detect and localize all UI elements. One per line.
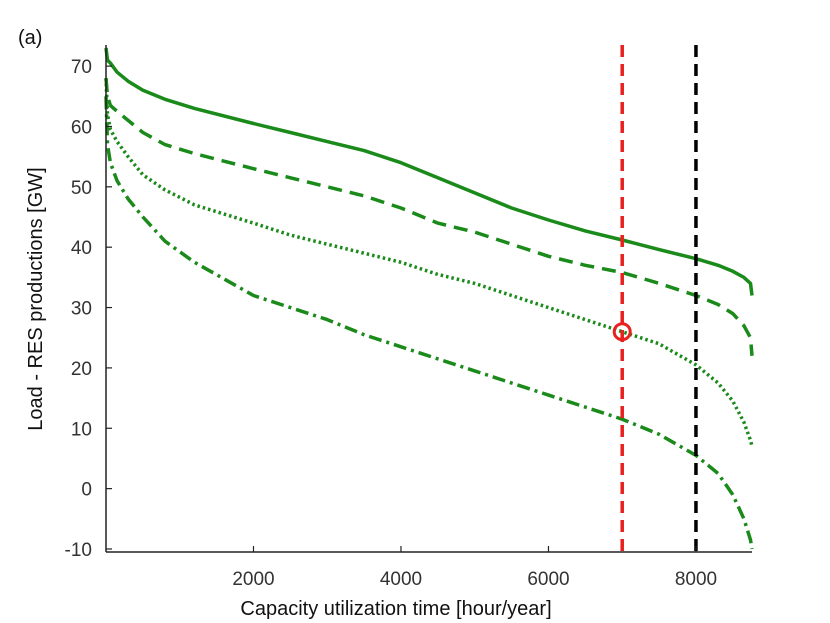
x-tick-label-8000: 8000: [675, 569, 717, 590]
axes: 2000 4000 6000 8000 -10 0 10 20 30 40 50 60 70: [65, 45, 752, 590]
series-line-3-dotted: [104, 78, 754, 447]
y-axis-title: Load - RES productions [GW]: [25, 167, 47, 430]
x-tick-label-6000: 6000: [527, 569, 569, 590]
x-axis-title: Capacity utilization time [hour/year]: [240, 598, 551, 620]
series-line-2-dashed: [104, 78, 754, 356]
panel-label: (a): [18, 27, 42, 49]
y-tick-label-50: 50: [71, 178, 92, 199]
y-tick-label-60: 60: [71, 117, 92, 138]
operating-point-marker: [612, 322, 632, 342]
y-tick-label-40: 40: [71, 238, 92, 259]
y-tick-label-30: 30: [71, 299, 92, 320]
y-tick-label-70: 70: [71, 57, 92, 78]
series-line-1-solid: [104, 47, 754, 296]
y-tick-label-10: 10: [71, 419, 92, 440]
y-tick-label-20: 20: [71, 359, 92, 380]
plot-area: [104, 45, 754, 552]
x-tick-label-2000: 2000: [232, 569, 274, 590]
y-tick-label-0: 0: [81, 480, 92, 501]
series-line-4-dash-dot: [104, 96, 754, 550]
x-tick-label-4000: 4000: [380, 569, 422, 590]
y-tick-label--10: -10: [65, 540, 92, 561]
